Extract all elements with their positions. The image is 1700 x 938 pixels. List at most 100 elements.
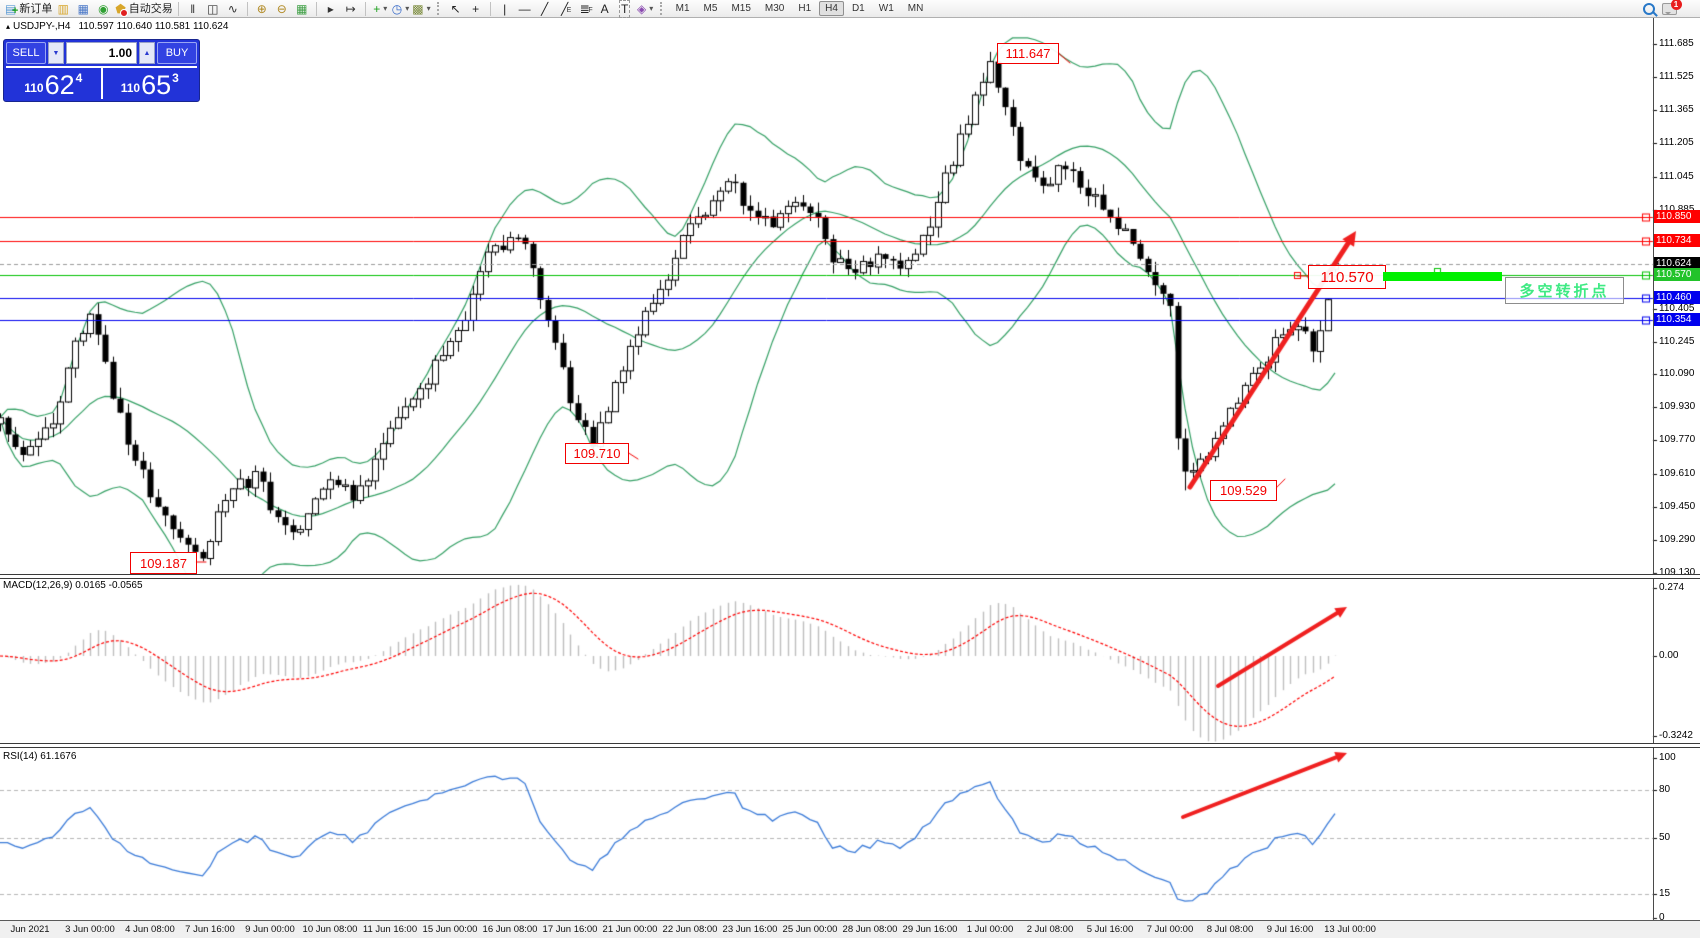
sell-button[interactable]: SELL: [6, 42, 46, 64]
chart-macd-separator[interactable]: [0, 574, 1700, 579]
time-axis-label: 10 Jun 08:00: [302, 924, 358, 935]
crosshair-icon: +: [472, 1, 480, 16]
timeframe-m30[interactable]: M30: [764, 3, 785, 14]
time-axis-label: 15 Jun 00:00: [422, 924, 478, 935]
support-highlight-bar[interactable]: [1383, 272, 1502, 281]
candlestick-chart-icon: ◫: [207, 1, 219, 16]
zoom-out-button[interactable]: ⊖: [273, 1, 291, 17]
price-tick-label: 111.365: [1659, 104, 1694, 116]
chart-header: ▴ USDJPY-,H4 110.597 110.640 110.581 110.6…: [6, 21, 228, 32]
lot-decrease-button[interactable]: ▼: [48, 42, 64, 64]
lot-increase-button[interactable]: ▲: [139, 42, 155, 64]
timeframe-h1[interactable]: H1: [798, 3, 812, 14]
zoom-out-icon: ⊖: [276, 1, 287, 16]
tile-windows-icon: ▦: [296, 1, 308, 16]
bar-chart-icon: ‖: [190, 1, 196, 16]
candlestick-chart-button[interactable]: ◫: [204, 1, 222, 17]
price-level-tag: 110.850: [1654, 210, 1700, 224]
cursor-button[interactable]: ↖: [447, 1, 465, 17]
rsi-indicator-label: RSI(14) 61.1676: [3, 751, 77, 762]
time-axis-label: 29 Jun 16:00: [902, 924, 958, 935]
price-scale-border: [1653, 18, 1654, 920]
price-callout-label[interactable]: 110.570: [1308, 265, 1386, 289]
trendline-button[interactable]: ╱: [536, 1, 554, 17]
buy-price-button[interactable]: 110 65 3: [100, 68, 197, 99]
search-magnifier-icon: [1643, 2, 1655, 15]
new-order-button[interactable]: ▤新订单: [4, 1, 53, 19]
time-axis-label: 4 Jun 08:00: [125, 924, 175, 935]
timeframe-w1[interactable]: W1: [878, 3, 894, 14]
line-chart-icon: ∿: [227, 1, 238, 16]
time-axis-label: 2 Jul 08:00: [1026, 924, 1074, 935]
chart-shift-button[interactable]: ↦: [342, 1, 360, 17]
signals-icon[interactable]: ◉: [94, 1, 112, 17]
indicators-button[interactable]: +: [371, 1, 389, 17]
price-tick-label: 111.525: [1659, 71, 1694, 83]
time-axis-label: 21 Jun 00:00: [602, 924, 658, 935]
timeframe-h4[interactable]: H4: [819, 1, 844, 16]
time-axis-label: 13 Jul 00:00: [1324, 924, 1376, 935]
collapse-triangle-icon[interactable]: ▴: [6, 22, 11, 31]
toolbar-grip[interactable]: [659, 2, 664, 15]
new-order-icon: ▤: [4, 1, 19, 19]
line-chart-button[interactable]: ∿: [224, 1, 242, 17]
text-button[interactable]: A: [596, 1, 614, 17]
fibonacci-button[interactable]: ≣ F: [576, 1, 594, 17]
horizontal-line-button[interactable]: —: [516, 1, 534, 17]
toolbar-grip[interactable]: [436, 2, 441, 15]
macd-scale-label: 0.274: [1659, 582, 1685, 594]
timeframe-m5[interactable]: M5: [703, 3, 718, 14]
rsi-scale-label: 80: [1659, 784, 1671, 795]
search-icon[interactable]: [1640, 1, 1658, 17]
chat-bubble-icon: 1: [1661, 0, 1682, 15]
text-icon: A: [600, 1, 609, 16]
text-label-icon: T: [618, 0, 631, 18]
auto-scroll-button[interactable]: ▸: [322, 1, 340, 17]
vertical-line-button[interactable]: |: [496, 1, 514, 17]
tile-windows-button[interactable]: ▦: [293, 1, 311, 17]
price-level-tag: 110.624: [1654, 257, 1700, 271]
templates-button[interactable]: ▩: [411, 1, 430, 17]
timeframe-m1[interactable]: M1: [675, 3, 690, 14]
time-axis[interactable]: Jun 2021 3 Jun 00:00 4 Jun 08:00 7 Jun 16:0…: [0, 920, 1700, 938]
new-order-button-label: 新订单: [19, 2, 53, 15]
zoom-in-button[interactable]: ⊕: [253, 1, 271, 17]
autotrading-button[interactable]: ⬟ 自动交易: [114, 1, 173, 17]
sell-price-button[interactable]: 110 62 4: [6, 68, 101, 99]
time-axis-label: 17 Jun 16:00: [542, 924, 598, 935]
price-callout-label[interactable]: 109.187: [130, 552, 197, 574]
buy-button[interactable]: BUY: [157, 42, 197, 64]
text-label-button[interactable]: T: [616, 0, 634, 18]
periods-button[interactable]: ◷: [391, 1, 410, 17]
price-tick-label: 110.405: [1659, 303, 1695, 315]
symbol-period-label: USDJPY-,H4: [13, 21, 71, 32]
price-tick-label: 110.885: [1659, 203, 1695, 215]
timeframe-mn[interactable]: MN: [907, 3, 924, 14]
macd-rsi-separator[interactable]: [0, 743, 1700, 748]
price-callout-label[interactable]: 109.710: [565, 443, 629, 464]
chat-icon[interactable]: 1: [1660, 0, 1682, 17]
timeframe-m15[interactable]: M15: [731, 3, 751, 14]
zoom-in-icon: ⊕: [256, 1, 267, 16]
macd-scale-label: -0.3242: [1659, 730, 1693, 742]
market-watch-icon[interactable]: ▥: [54, 1, 72, 17]
price-callout-label[interactable]: 109.529: [1210, 480, 1277, 501]
arrows-button[interactable]: ◈: [636, 1, 654, 17]
time-axis-label: 8 Jul 08:00: [1206, 924, 1254, 935]
autotrading-icon: ⬟: [115, 1, 129, 17]
crosshair-button[interactable]: +: [467, 1, 485, 17]
price-tick-label: 110.245: [1659, 336, 1695, 348]
toolbar-separator: [364, 1, 366, 16]
time-axis-label: 9 Jul 16:00: [1266, 924, 1314, 935]
navigator-icon[interactable]: ▦: [74, 1, 92, 17]
turning-point-label[interactable]: 多空转折点: [1505, 277, 1624, 304]
sell-price-main: 62: [44, 70, 75, 100]
price-callout-label[interactable]: 111.647: [997, 43, 1059, 64]
equidistant-channel-button[interactable]: ╱ E: [556, 1, 574, 17]
price-tick-label: 111.045: [1659, 170, 1694, 182]
lot-size-input[interactable]: [66, 42, 137, 64]
cursor-icon: ↖: [450, 1, 461, 16]
timeframe-d1[interactable]: D1: [851, 3, 865, 14]
bar-chart-button[interactable]: ‖: [184, 1, 202, 17]
